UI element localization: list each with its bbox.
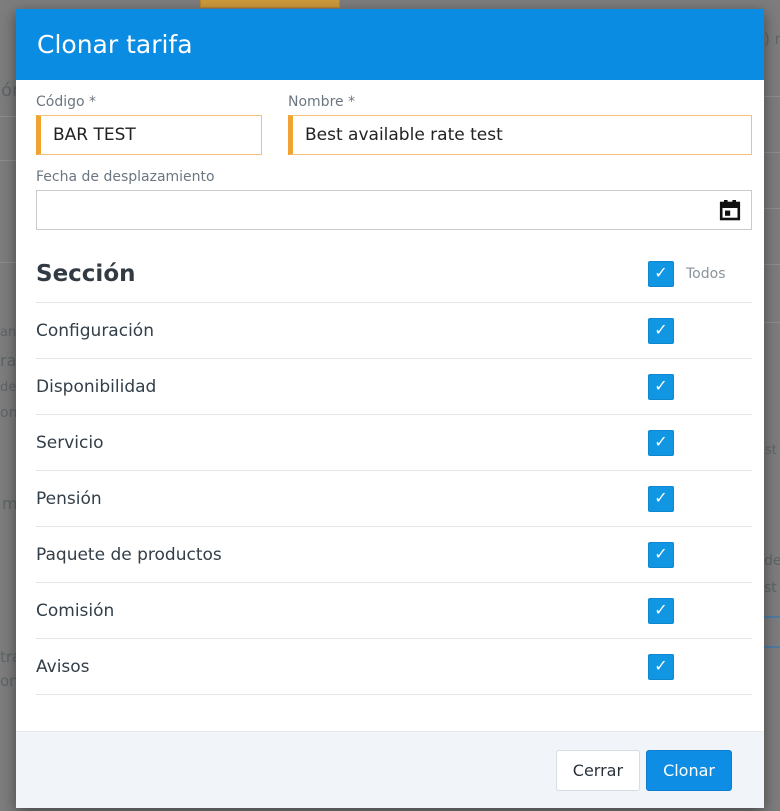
fecha-input-wrap	[36, 190, 752, 230]
background-text-fragment: st	[764, 580, 777, 596]
section-row-pension: Pensión ✓	[36, 471, 752, 527]
fecha-input[interactable]	[36, 190, 752, 230]
row-check-cell: ✓	[648, 373, 752, 400]
select-all-label: Todos	[686, 266, 726, 282]
row-check-cell: ✓	[648, 541, 752, 568]
section-row-avisos: Avisos ✓	[36, 639, 752, 695]
background-text-fragment: ra	[0, 351, 17, 370]
row-checkbox[interactable]: ✓	[648, 653, 674, 680]
dialog-header: Clonar tarifa	[16, 9, 764, 80]
row-label: Servicio	[36, 432, 104, 453]
check-icon: ✓	[654, 431, 668, 451]
section-header: Sección ✓ Todos	[36, 261, 752, 303]
row-check-cell: ✓	[648, 653, 752, 680]
row-label: Disponibilidad	[36, 376, 157, 397]
section-rows: Configuración ✓ Disponibilidad ✓ Servici…	[36, 303, 752, 695]
calendar-icon-glyph	[719, 200, 741, 221]
select-all-cell: ✓ Todos	[648, 261, 752, 287]
check-icon: ✓	[654, 319, 668, 339]
background-text-fragment: ) r	[764, 30, 780, 48]
select-all-checkbox[interactable]: ✓	[648, 261, 674, 287]
dialog-footer: Cerrar Clonar	[16, 731, 764, 808]
fecha-label: Fecha de desplazamiento	[36, 169, 215, 185]
row-checkbox[interactable]: ✓	[648, 373, 674, 400]
row-check-cell: ✓	[648, 597, 752, 624]
row-label: Avisos	[36, 656, 90, 677]
codigo-field: Código *	[36, 94, 262, 155]
background-text-fragment: de	[764, 553, 780, 569]
section-row-comision: Comisión ✓	[36, 583, 752, 639]
clone-rate-dialog: Clonar tarifa Código * Nombre * Fecha de…	[16, 9, 764, 808]
background-orange-element	[200, 0, 340, 8]
dialog-title: Clonar tarifa	[37, 30, 193, 59]
row-check-cell: ✓	[648, 429, 752, 456]
section-row-configuracion: Configuración ✓	[36, 303, 752, 359]
check-icon: ✓	[654, 375, 668, 395]
row-checkbox[interactable]: ✓	[648, 597, 674, 624]
clonar-button[interactable]: Clonar	[646, 749, 732, 791]
background-text-fragment: on	[0, 672, 19, 690]
code-name-field-row: Código * Nombre *	[36, 94, 752, 155]
row-checkbox[interactable]: ✓	[648, 485, 674, 512]
background-text-fragment: tra	[0, 648, 22, 666]
section-row-servicio: Servicio ✓	[36, 415, 752, 471]
background-text-fragment: st	[765, 443, 777, 458]
row-checkbox[interactable]: ✓	[648, 429, 674, 456]
section-row-paquete-de-productos: Paquete de productos ✓	[36, 527, 752, 583]
row-label: Paquete de productos	[36, 544, 222, 565]
nombre-label: Nombre *	[288, 94, 356, 110]
background-text-fragment: de	[0, 380, 17, 395]
row-label: Pensión	[36, 488, 102, 509]
row-label: Comisión	[36, 600, 115, 621]
codigo-label: Código *	[36, 94, 97, 110]
row-check-cell: ✓	[648, 485, 752, 512]
nombre-input[interactable]	[288, 115, 752, 155]
check-icon: ✓	[654, 487, 668, 507]
check-icon: ✓	[654, 263, 668, 282]
section-row-disponibilidad: Disponibilidad ✓	[36, 359, 752, 415]
fecha-field: Fecha de desplazamiento	[36, 169, 752, 230]
check-icon: ✓	[654, 543, 668, 563]
dialog-body: Código * Nombre * Fecha de desplazamient…	[16, 80, 764, 731]
check-icon: ✓	[654, 599, 668, 619]
row-checkbox[interactable]: ✓	[648, 317, 674, 344]
nombre-field: Nombre *	[288, 94, 752, 155]
row-check-cell: ✓	[648, 317, 752, 344]
codigo-input[interactable]	[36, 115, 262, 155]
background-text-fragment: m	[2, 494, 18, 513]
section-heading: Sección	[36, 261, 136, 287]
cerrar-button[interactable]: Cerrar	[555, 749, 641, 791]
check-icon: ✓	[654, 655, 668, 675]
calendar-icon[interactable]	[718, 198, 742, 222]
row-checkbox[interactable]: ✓	[648, 541, 674, 568]
row-label: Configuración	[36, 320, 154, 341]
